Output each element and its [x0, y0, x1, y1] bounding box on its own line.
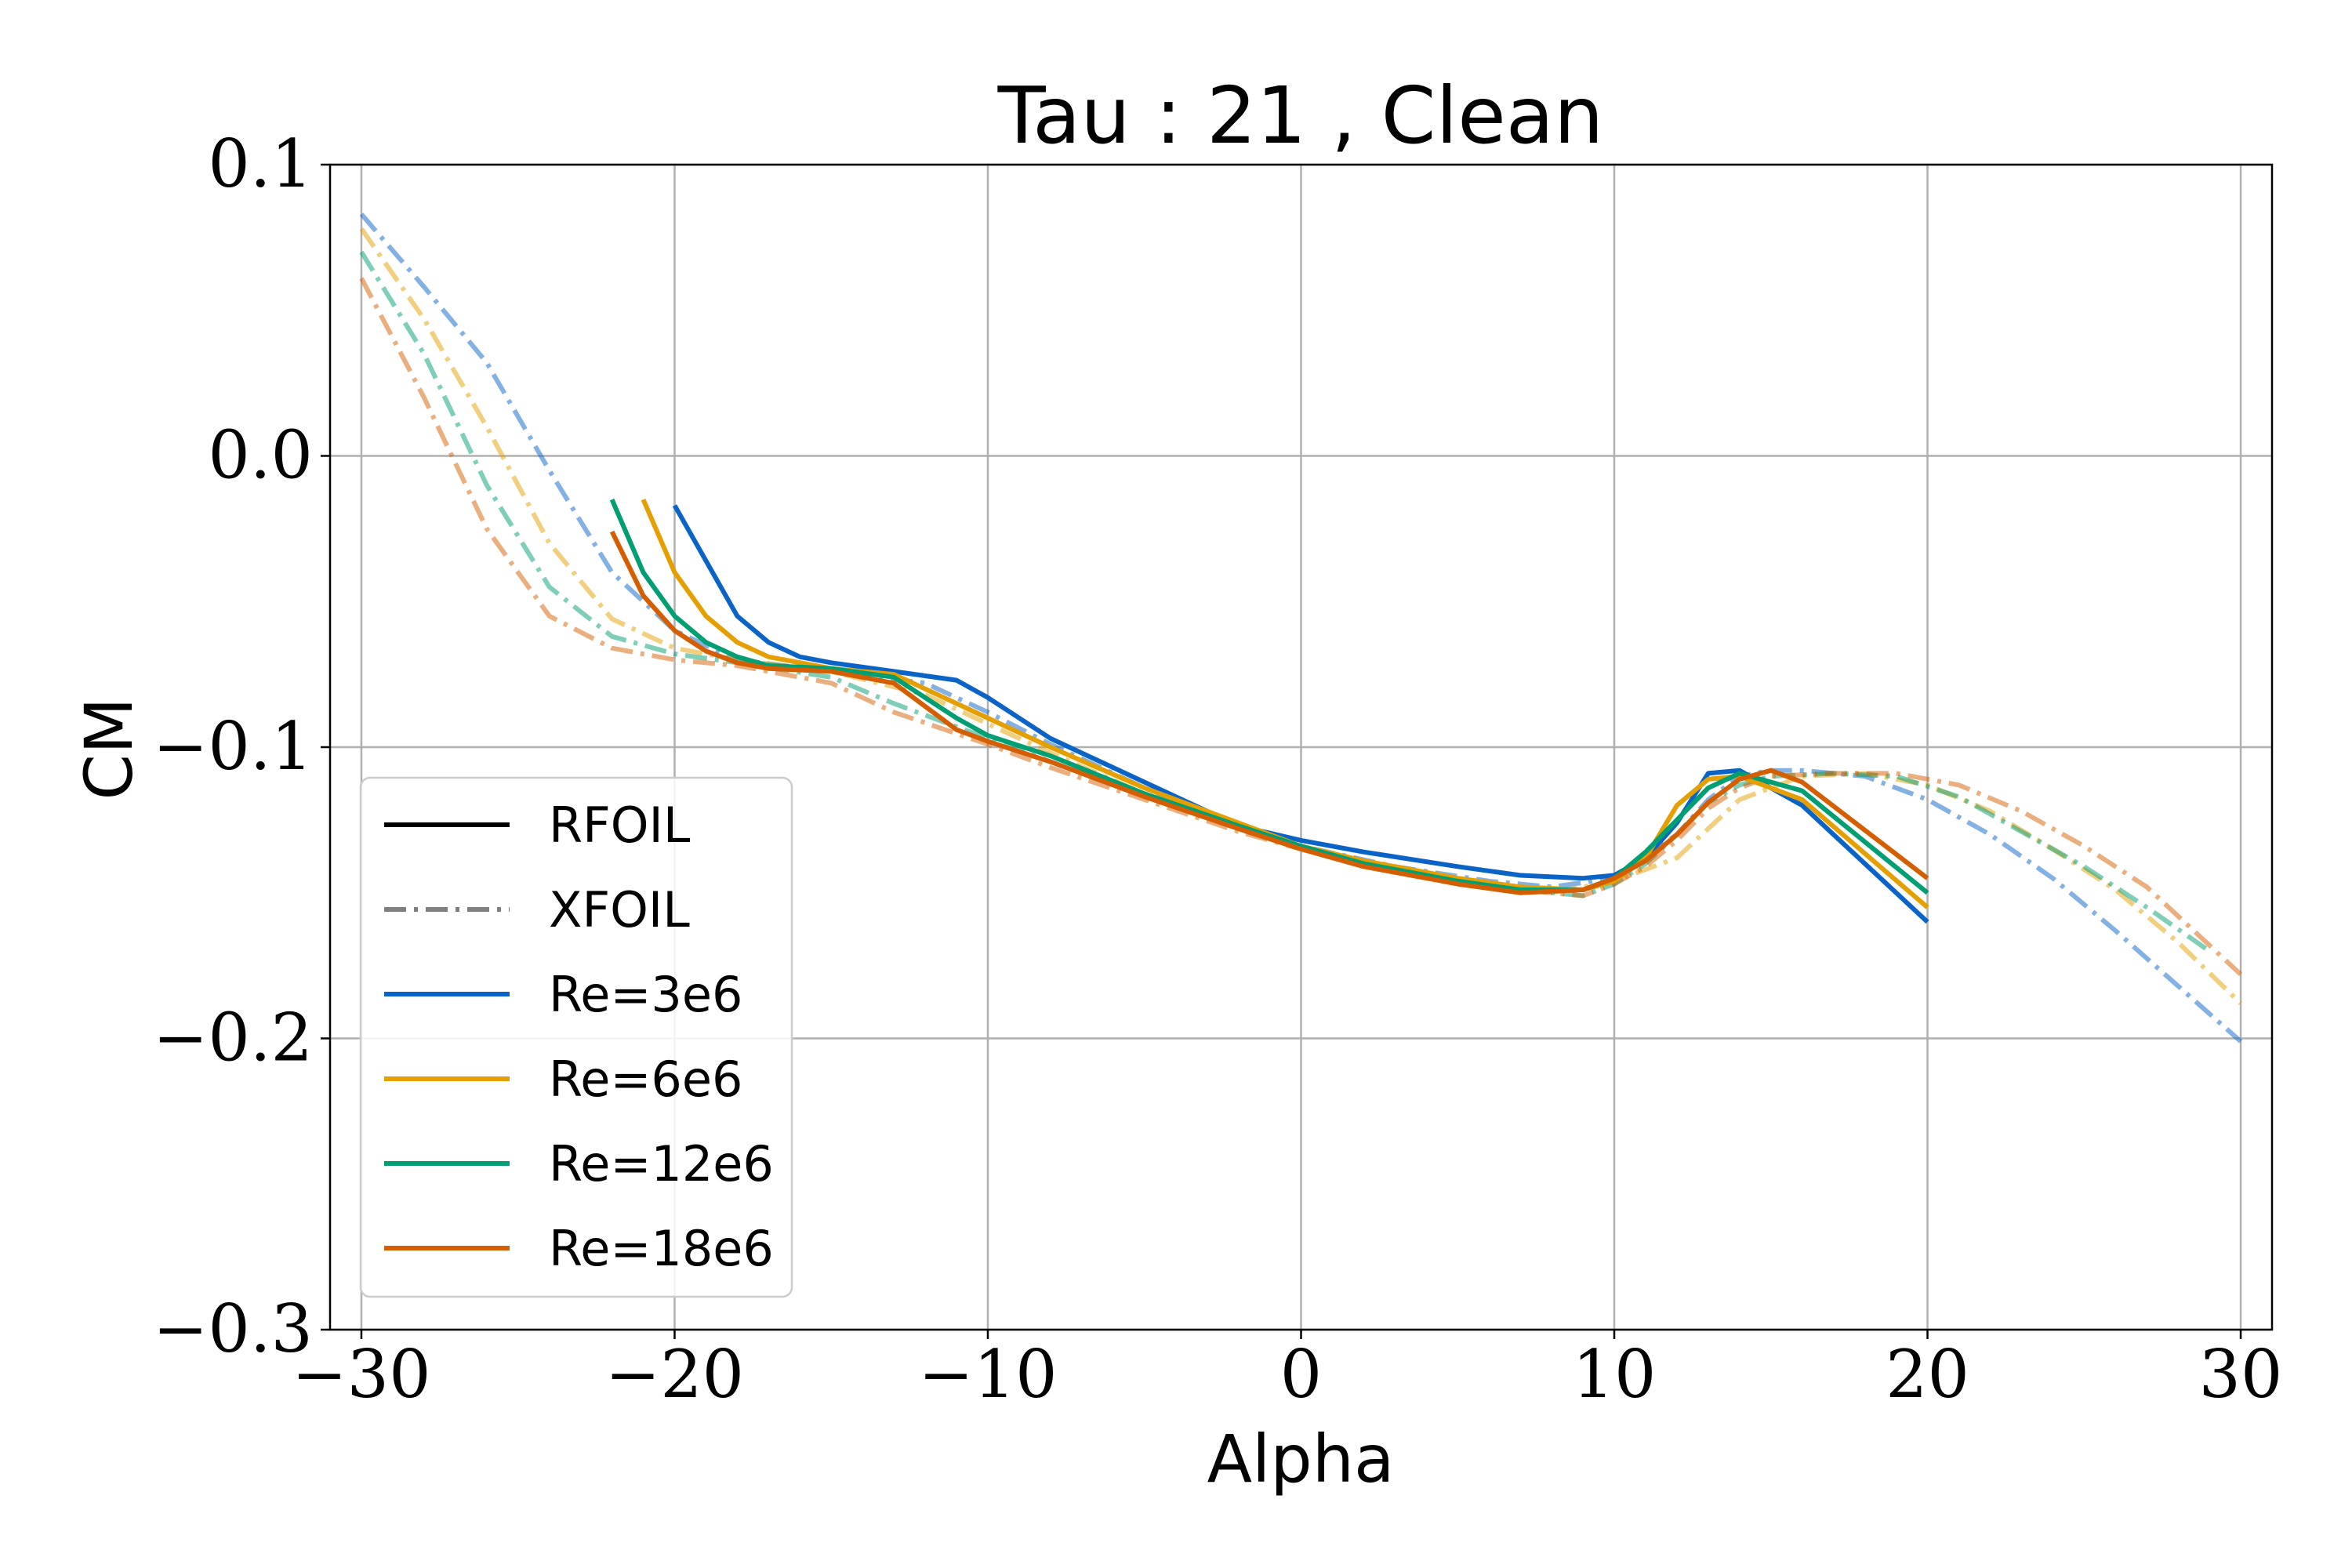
rfoil-series-group [609, 499, 1929, 924]
y-tick-label: 0.0 [208, 417, 313, 494]
chart-title: Tau : 21 , Clean [997, 70, 1604, 162]
x-tick-label: −10 [918, 1336, 1057, 1413]
legend: RFOIL XFOIL Re=3e6 Re=6e6 Re=12e6 Re=18e6 [359, 776, 793, 1298]
legend-label: Re=3e6 [549, 966, 742, 1023]
y-tick-label: 0.1 [208, 125, 313, 202]
y-tick-label: −0.3 [153, 1290, 313, 1367]
legend-label: XFOIL [549, 881, 690, 938]
x-tick-label: 30 [2199, 1336, 2283, 1413]
axis-ticks: −30 −20 −10 0 10 20 30 −0.3 −0.2 −0.1 0.0 0.1 [153, 125, 2282, 1413]
x-tick-label: 20 [1886, 1336, 1969, 1413]
legend-label: RFOIL [549, 797, 691, 854]
x-tick-label: 0 [1280, 1336, 1322, 1413]
xfoil-line-re-18e6 [359, 277, 2243, 976]
y-axis-label: CM [71, 697, 147, 800]
legend-box [359, 776, 793, 1298]
y-tick-label: −0.1 [153, 708, 313, 785]
x-axis-label: Alpha [1207, 1421, 1395, 1497]
legend-label: Re=12e6 [549, 1135, 774, 1192]
y-tick-label: −0.2 [153, 1000, 313, 1076]
x-tick-label: −20 [605, 1336, 744, 1413]
rfoil-line-re-18e6 [609, 530, 1929, 895]
x-tick-label: 10 [1573, 1336, 1657, 1413]
x-tick-label: −30 [292, 1336, 430, 1413]
legend-label: Re=18e6 [549, 1220, 774, 1277]
rfoil-line-re-12e6 [609, 499, 1929, 895]
legend-label: Re=6e6 [549, 1051, 742, 1108]
